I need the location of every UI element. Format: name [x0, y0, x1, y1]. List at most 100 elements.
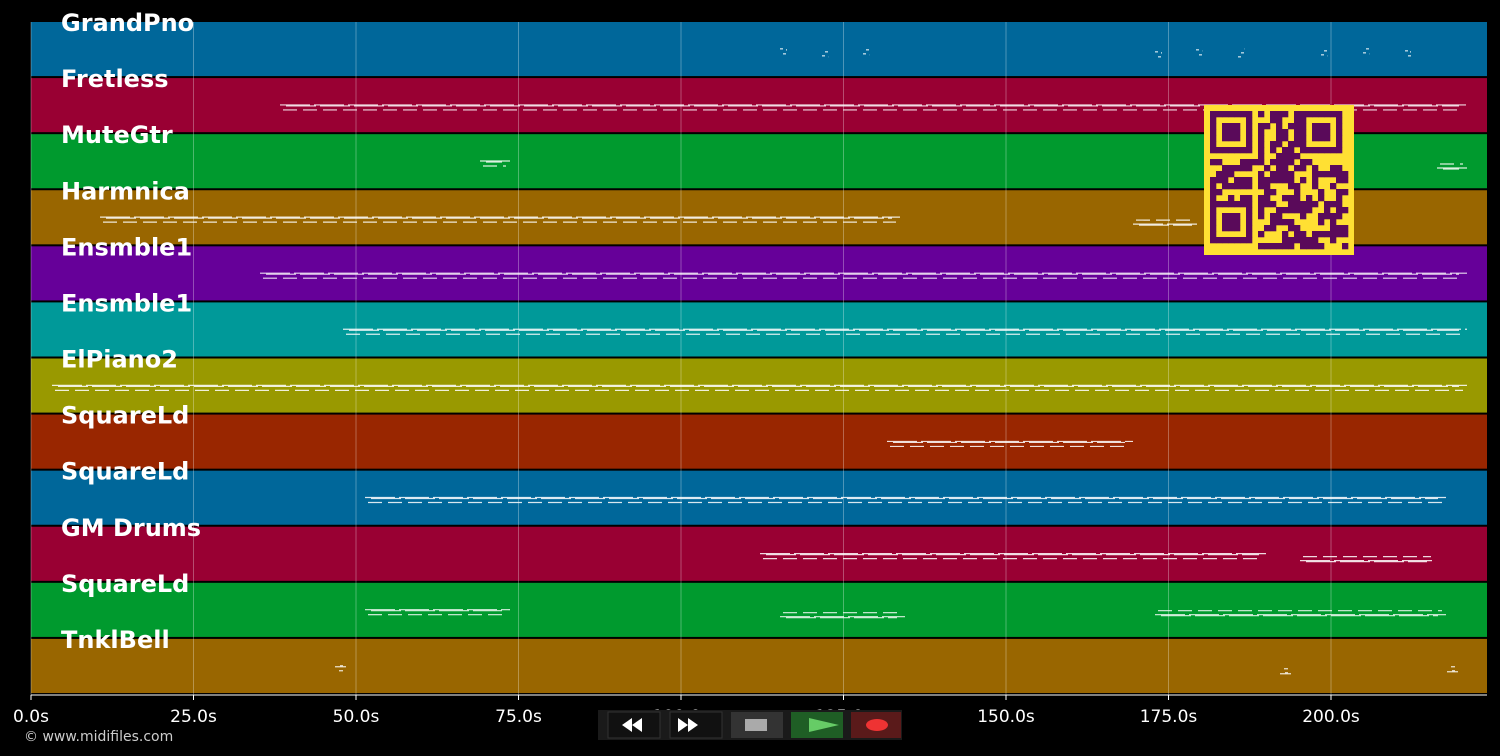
qr-cell	[1282, 207, 1289, 214]
forward-icon	[678, 718, 698, 732]
qr-cell	[1288, 207, 1295, 214]
qr-cell	[1258, 147, 1265, 154]
qr-cell	[1222, 135, 1229, 142]
qr-cell	[1324, 123, 1331, 130]
qr-cell	[1288, 171, 1295, 178]
qr-cell	[1234, 135, 1241, 142]
track-band	[31, 526, 1487, 581]
qr-cell	[1222, 171, 1229, 178]
qr-cell	[1336, 123, 1343, 130]
qr-cell	[1246, 123, 1253, 130]
qr-cell	[1318, 195, 1325, 202]
track-name: Ensmble1	[61, 233, 192, 261]
qr-cell	[1312, 129, 1319, 136]
qr-cell	[1228, 129, 1235, 136]
record-icon	[866, 719, 888, 731]
qr-cell	[1294, 135, 1301, 142]
qr-cell	[1312, 123, 1319, 130]
qr-cell	[1318, 231, 1325, 238]
qr-cell	[1228, 213, 1235, 220]
qr-cell	[1312, 201, 1319, 208]
qr-cell	[1258, 207, 1265, 214]
qr-cell	[1276, 117, 1283, 124]
qr-cell	[1294, 141, 1301, 148]
qr-cell	[1222, 201, 1229, 208]
qr-cell	[1342, 207, 1349, 214]
qr-cell	[1246, 213, 1253, 220]
qr-cell	[1306, 201, 1313, 208]
qr-cell	[1222, 129, 1229, 136]
qr-cell	[1246, 207, 1253, 214]
qr-cell	[1324, 135, 1331, 142]
qr-cell	[1324, 231, 1331, 238]
qr-cell	[1324, 207, 1331, 214]
qr-cell	[1258, 201, 1265, 208]
track-name: ElPiano2	[61, 346, 178, 374]
qr-cell	[1300, 135, 1307, 142]
qr-cell	[1234, 201, 1241, 208]
qr-cell	[1258, 195, 1265, 202]
track-name: GrandPno	[61, 9, 194, 37]
qr-cell	[1270, 189, 1277, 196]
qr-cell	[1336, 231, 1343, 238]
track-labels: GrandPno Fretless MuteGtr Harmnica Ensmble1 E…	[61, 9, 201, 654]
qr-cell	[1264, 177, 1271, 184]
qr-cell	[1330, 183, 1337, 190]
qr-cell	[1210, 141, 1217, 148]
qr-cell	[1300, 213, 1307, 220]
qr-cell	[1318, 123, 1325, 130]
qr-cell	[1300, 123, 1307, 130]
qr-cell	[1210, 195, 1217, 202]
qr-cell	[1330, 171, 1337, 178]
qr-cell	[1276, 129, 1283, 136]
qr-cell	[1240, 165, 1247, 172]
qr-cell	[1234, 213, 1241, 220]
qr-cell	[1210, 207, 1217, 214]
qr-cell	[1330, 111, 1337, 118]
x-tick-label: 50.0s	[333, 707, 380, 727]
qr-cell	[1282, 159, 1289, 166]
x-tick-label: 200.0s	[1302, 707, 1360, 727]
qr-cell	[1300, 237, 1307, 244]
qr-cell	[1270, 171, 1277, 178]
qr-cell	[1210, 237, 1217, 244]
track-name: SquareLd	[61, 402, 189, 430]
qr-cell	[1294, 111, 1301, 118]
qr-cell	[1270, 111, 1277, 118]
qr-cell	[1210, 219, 1217, 226]
qr-cell	[1222, 111, 1229, 118]
qr-cell	[1264, 189, 1271, 196]
qr-cell	[1312, 231, 1319, 238]
qr-cell	[1312, 237, 1319, 244]
qr-cell	[1234, 165, 1241, 172]
qr-cell	[1330, 225, 1337, 232]
qr-cell	[1240, 237, 1247, 244]
qr-cell	[1222, 177, 1229, 184]
qr-cell	[1318, 189, 1325, 196]
qr-cell	[1300, 111, 1307, 118]
qr-cell	[1264, 225, 1271, 232]
qr-cell	[1288, 225, 1295, 232]
qr-cell	[1258, 171, 1265, 178]
qr-cell	[1210, 129, 1217, 136]
qr-cell	[1246, 201, 1253, 208]
qr-cell	[1246, 147, 1253, 154]
qr-cell	[1240, 147, 1247, 154]
qr-cell	[1288, 195, 1295, 202]
qr-cell	[1216, 189, 1223, 196]
qr-cell	[1276, 243, 1283, 250]
qr-cell	[1306, 159, 1313, 166]
qr-cell	[1306, 147, 1313, 154]
qr-cell	[1240, 159, 1247, 166]
qr-cell	[1312, 111, 1319, 118]
qr-cell	[1288, 243, 1295, 250]
notes	[52, 48, 1467, 675]
qr-cell	[1216, 237, 1223, 244]
qr-cell	[1246, 219, 1253, 226]
qr-cell	[1210, 159, 1217, 166]
stop-icon	[745, 719, 767, 731]
qr-cell	[1210, 135, 1217, 142]
qr-cell	[1342, 171, 1349, 178]
qr-cell	[1240, 195, 1247, 202]
qr-cell	[1288, 147, 1295, 154]
